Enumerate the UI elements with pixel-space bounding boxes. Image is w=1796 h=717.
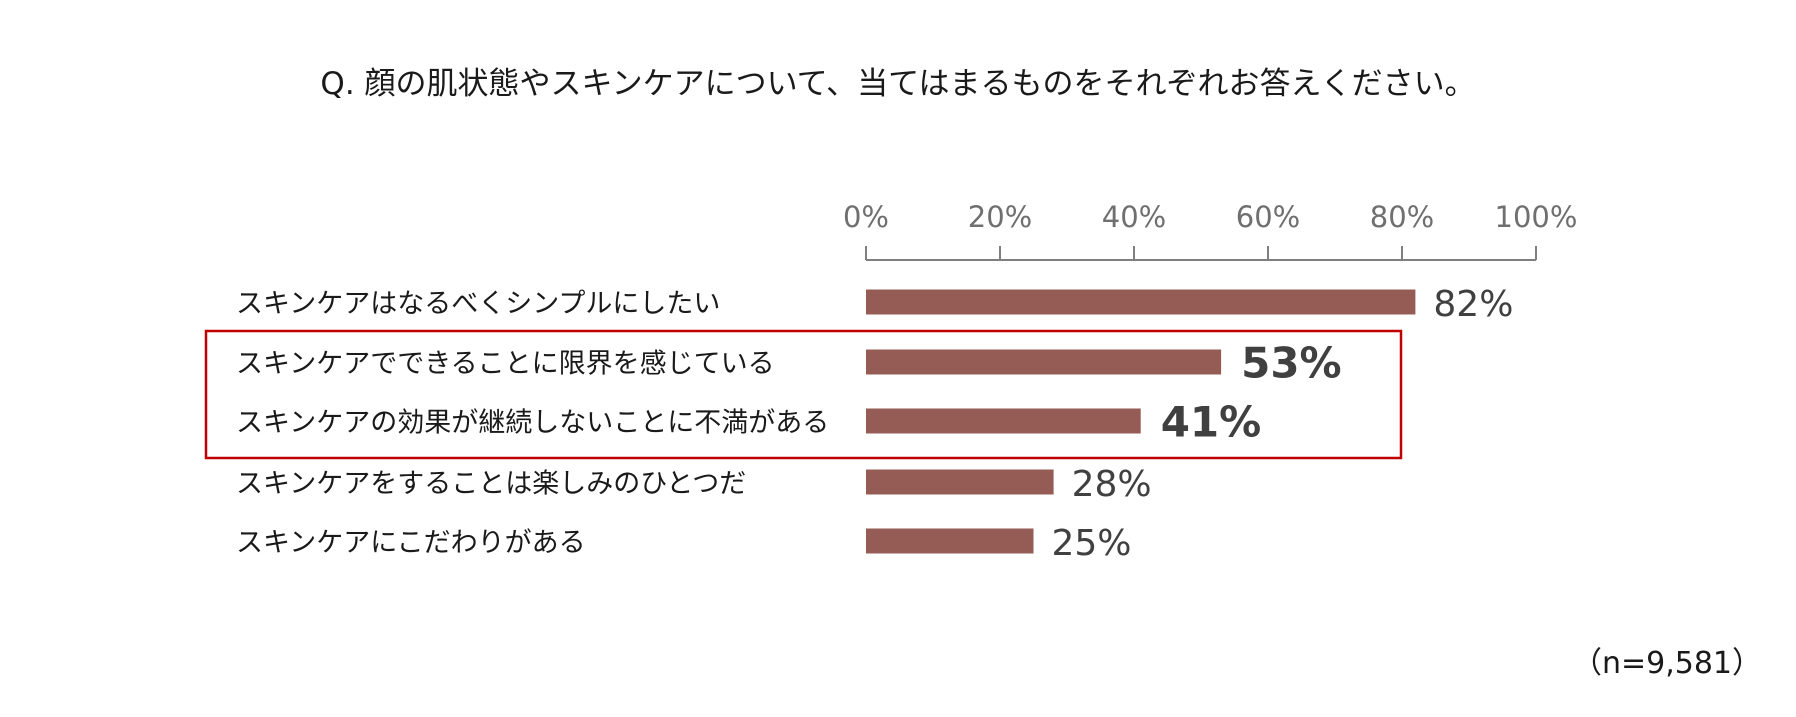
chart-title: Q. 顔の肌状態やスキンケアについて、当てはまるものをそれぞれお答えください。	[320, 66, 1476, 102]
bar	[866, 289, 1416, 315]
value-labels: 82% 53% 41%28% 25%	[1052, 284, 1514, 564]
value-label: 28%	[1072, 464, 1152, 505]
category-label: スキンケアの効果が継続しないことに不満がある	[236, 408, 829, 439]
x-axis: 0% 20% 40% 60% 80% 100%	[843, 200, 1578, 261]
bar	[866, 349, 1222, 375]
bars	[866, 289, 1416, 554]
bar	[866, 469, 1054, 495]
category-label: スキンケアにこだわりがある	[236, 528, 586, 559]
x-tick-label: 40%	[1102, 200, 1166, 234]
x-tick-label: 100%	[1495, 200, 1578, 234]
x-tick-label: 60%	[1236, 200, 1300, 234]
sample-size-note: （n=9,581）	[1571, 646, 1762, 681]
category-label: スキンケアでできることに限界を感じている	[236, 349, 775, 380]
bar	[866, 408, 1141, 434]
bar	[866, 528, 1034, 554]
category-labels: スキンケアはなるべくシンプルにしたいスキンケアでできることに限界を感じているスキ…	[236, 289, 829, 559]
x-tick-label: 0%	[843, 200, 889, 234]
highlight-rectangle	[204, 329, 1403, 460]
value-label: 41%	[1161, 398, 1262, 447]
value-label: 82%	[1433, 284, 1513, 325]
category-label: スキンケアはなるべくシンプルにしたい	[236, 289, 720, 320]
category-label: スキンケアをすることは楽しみのひとつだ	[236, 469, 746, 500]
highlight-box	[204, 329, 1403, 460]
x-tick-label: 20%	[968, 200, 1032, 234]
x-tick-label: 80%	[1370, 200, 1434, 234]
value-label: 25%	[1052, 523, 1132, 564]
value-label: 53%	[1241, 339, 1342, 388]
